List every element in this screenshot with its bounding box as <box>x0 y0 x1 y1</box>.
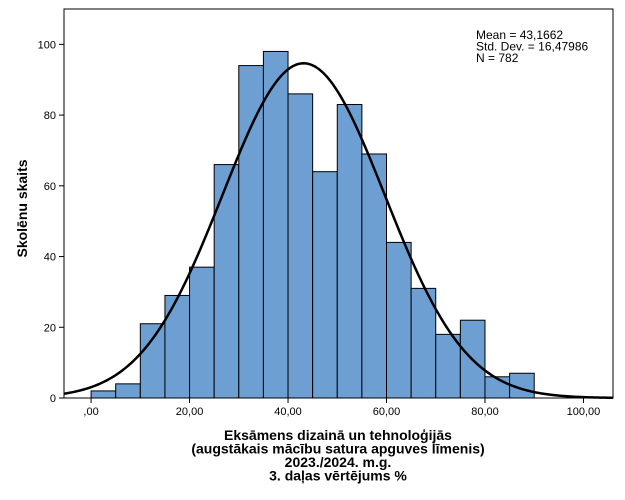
y-axis: 0 20 40 60 80 100 <box>38 39 64 405</box>
y-tick-label: 0 <box>50 393 56 405</box>
histogram-bars <box>90 50 535 399</box>
y-axis-title: Skolēnu skaits <box>14 159 30 257</box>
y-tick-label: 80 <box>44 110 56 122</box>
x-tick-label: 80,00 <box>471 406 499 418</box>
histogram-bar <box>312 171 338 399</box>
plot-frame <box>63 8 614 399</box>
y-tick-label: 60 <box>44 181 56 193</box>
normal-curve <box>63 62 614 400</box>
x-axis: ,00 20,00 40,00 60,00 80,00 100,00 <box>83 398 600 418</box>
histogram-bar <box>336 103 363 399</box>
x-axis-title-line: Eksāmens dizainā un tehnoloģijās <box>224 427 452 443</box>
histogram-bar <box>262 50 289 399</box>
histogram-bar <box>238 65 264 399</box>
stats-line: N = 782 <box>476 51 519 65</box>
histogram-bar <box>139 323 166 399</box>
histogram-bar <box>435 333 461 399</box>
stats-line: Std. Dev. = 16,47986 <box>476 40 589 54</box>
x-axis-title: Eksāmens dizainā un tehnoloģijās(augstāk… <box>191 427 484 484</box>
y-tick-label: 20 <box>44 322 56 334</box>
histogram-bar <box>287 93 314 399</box>
x-axis-title-line: 2023./2024. m.g. <box>285 454 392 470</box>
x-tick-label: 40,00 <box>274 406 302 418</box>
x-tick-label: 100,00 <box>567 406 601 418</box>
histogram-bar <box>115 383 141 399</box>
x-tick-label: 60,00 <box>373 406 401 418</box>
stats-line: Mean = 43,1662 <box>476 28 563 42</box>
histogram-bar <box>386 241 412 399</box>
histogram-bar <box>90 390 117 399</box>
histogram-bar <box>213 164 240 399</box>
y-tick-label: 100 <box>38 39 56 51</box>
histogram-bar <box>189 266 215 399</box>
histogram-bar <box>361 153 388 399</box>
x-tick-label: 20,00 <box>176 406 204 418</box>
x-axis-title-line: 3. daļas vērtējums % <box>269 468 407 484</box>
histogram-bar <box>164 294 191 399</box>
y-tick-label: 40 <box>44 252 56 264</box>
x-tick-label: ,00 <box>83 406 98 418</box>
x-axis-title-line: (augstākais mācību satura apguves līmeni… <box>191 441 484 457</box>
